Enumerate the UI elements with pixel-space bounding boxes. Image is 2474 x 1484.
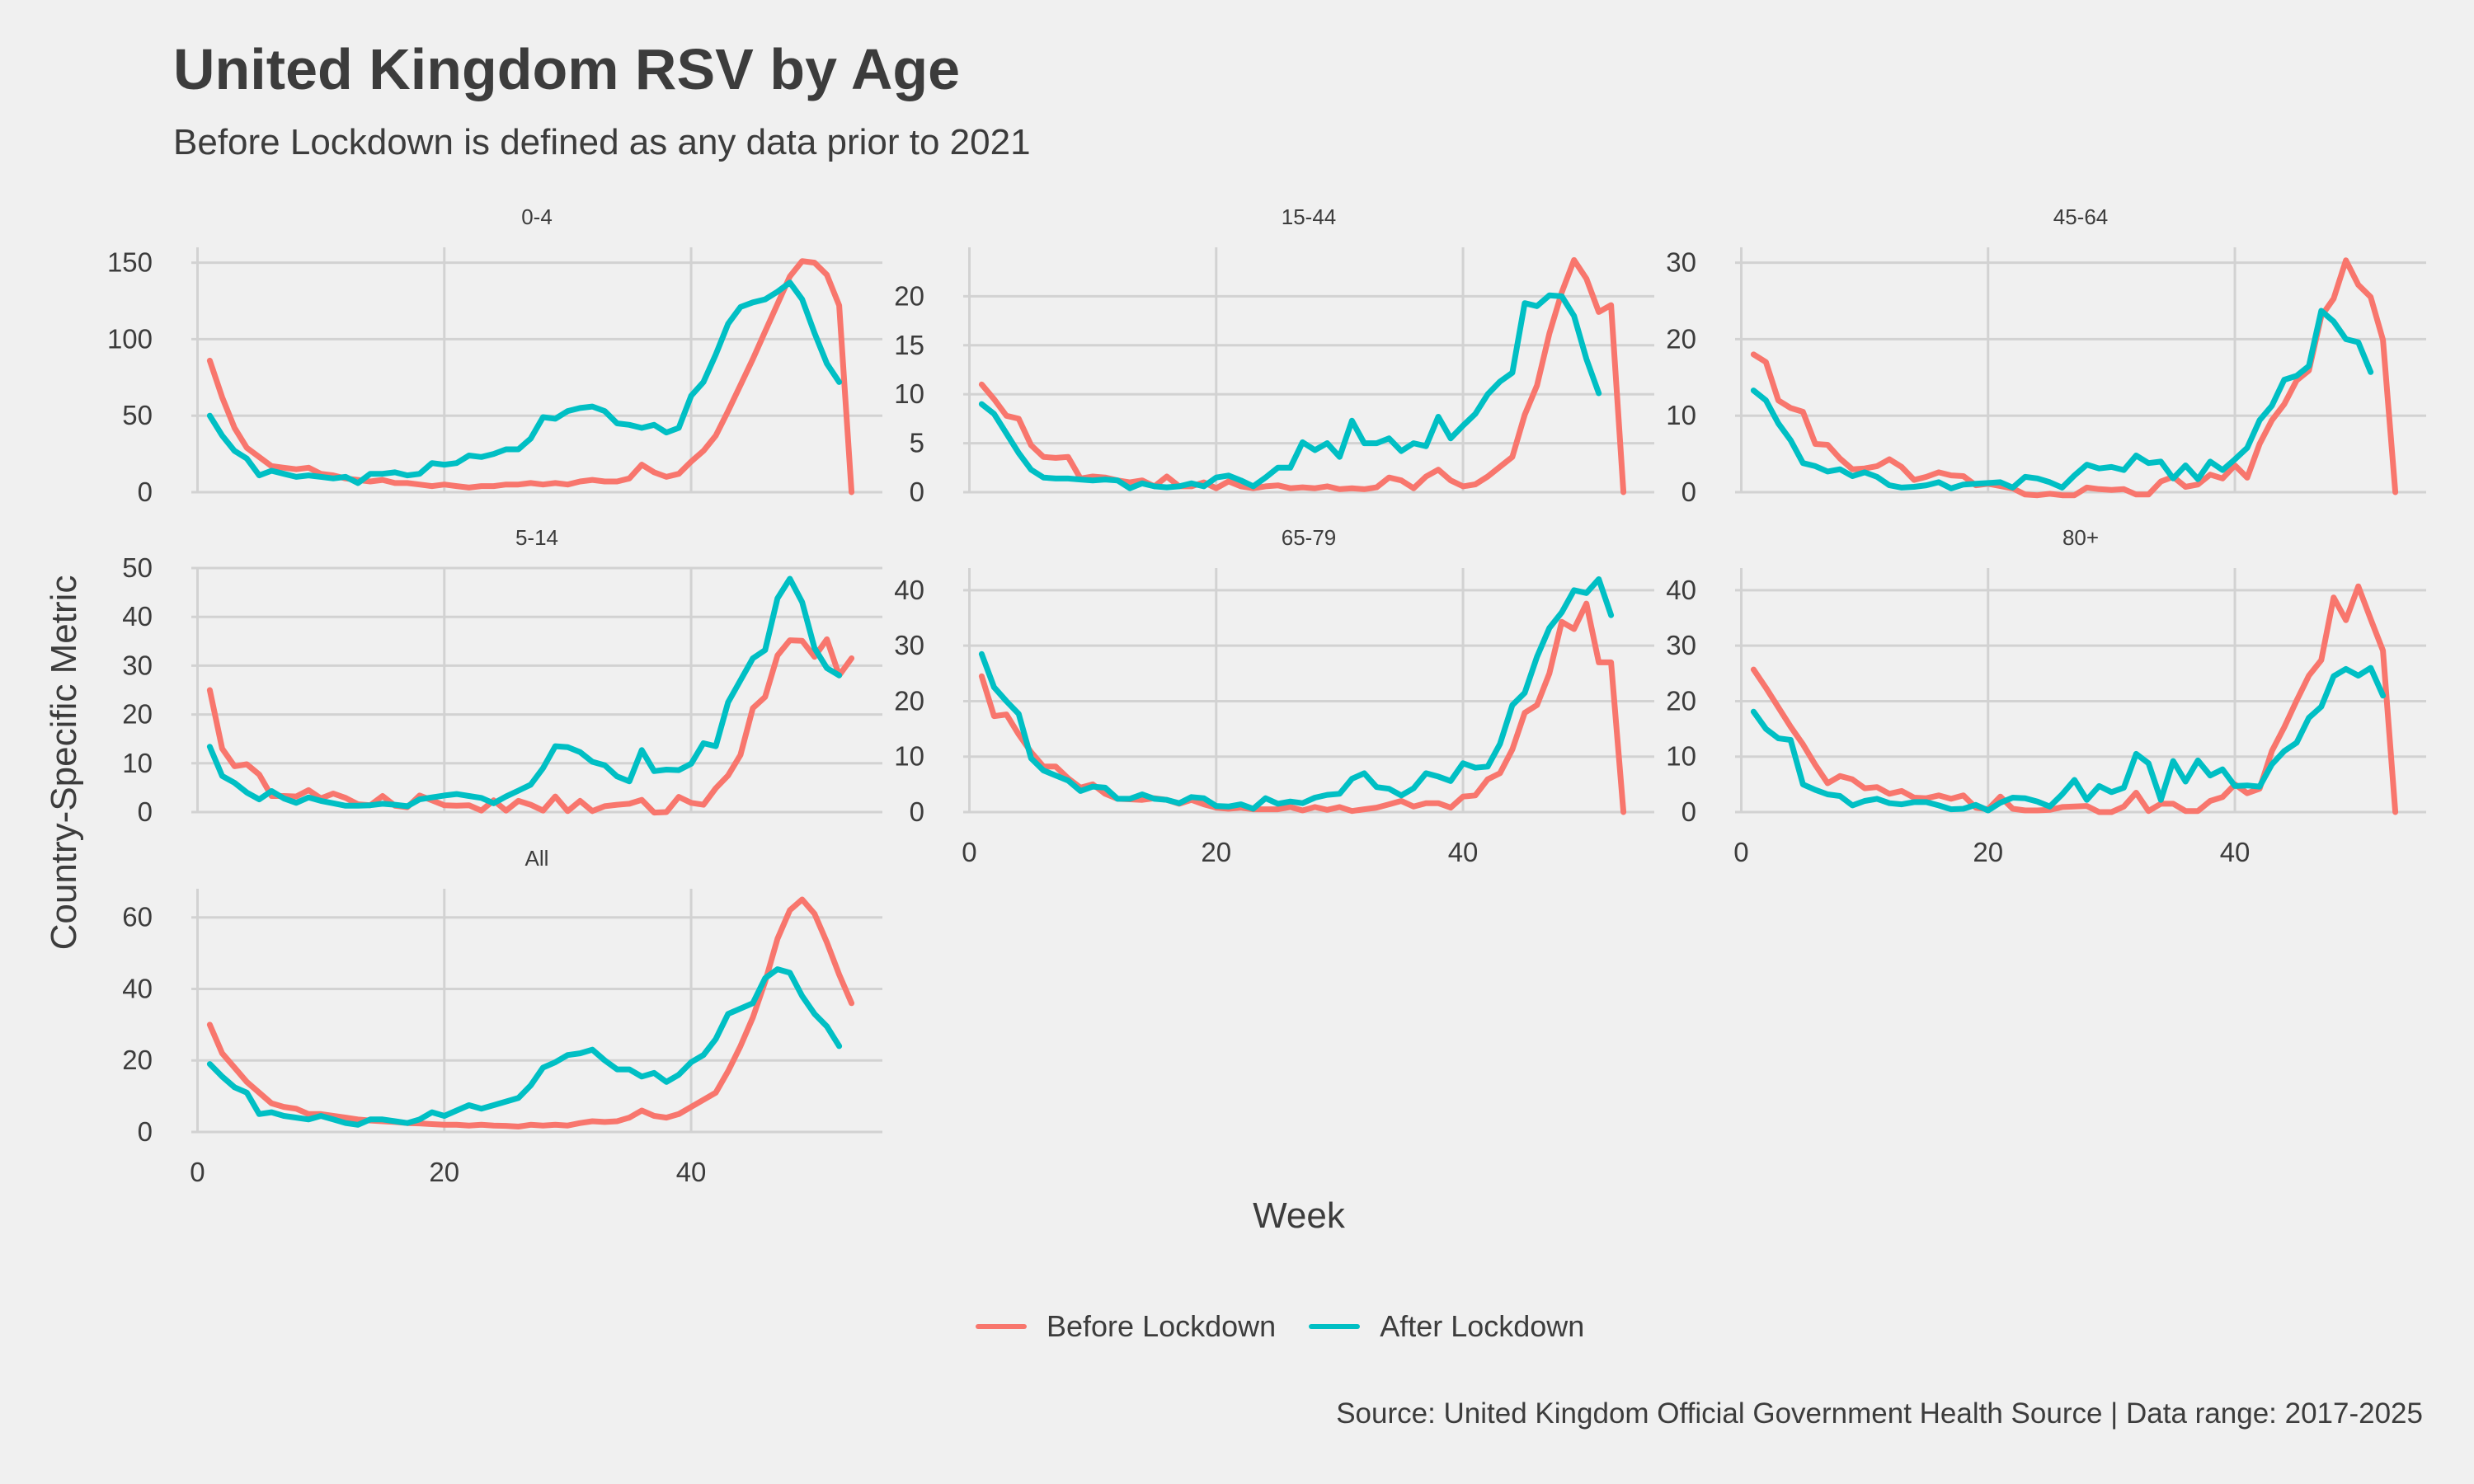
y-tick-label-65-79: 40 — [894, 575, 924, 605]
y-tick-label-0-4: 0 — [138, 477, 153, 507]
y-tick-label-65-79: 0 — [910, 796, 924, 827]
facet-panel-15-44: 0 5 10 15 20 15-44 — [894, 204, 1654, 507]
y-tick-label-5-14: 30 — [122, 650, 153, 680]
series-line-after-lockdown-15-44 — [978, 292, 1602, 491]
y-tick-label-65-79: 30 — [894, 630, 924, 660]
facet-panel-65-79: 0 10 20 30 40 65-79 0 20 40 — [894, 525, 1654, 867]
series-line-before-lockdown-0-4 — [206, 258, 855, 495]
x-tick-label-80: 40 — [2220, 837, 2251, 867]
series-line-after-lockdown-65-79 — [978, 576, 1615, 812]
legend: Before Lockdown After Lockdown — [976, 1309, 1617, 1344]
y-tick-label-80: 0 — [1681, 796, 1696, 827]
series-line-after-lockdown-all — [206, 966, 843, 1128]
x-tick-label-all: 40 — [676, 1157, 707, 1187]
facet-panel-0-4: 0 50 100 150 0-4 — [107, 204, 882, 507]
y-axis-label: Country-Specific Metric — [44, 575, 84, 951]
series-line-after-lockdown-0-4 — [206, 279, 843, 486]
series-line-before-lockdown-45-64 — [1750, 257, 2399, 499]
y-tick-label-0-4: 50 — [122, 400, 153, 430]
y-tick-label-5-14: 50 — [122, 552, 153, 583]
x-axis-label: Week — [1253, 1195, 1345, 1236]
facet-title-45-64: 45-64 — [2053, 204, 2109, 229]
series-line-after-lockdown-45-64 — [1750, 308, 2374, 491]
facet-title-5-14: 5-14 — [515, 525, 558, 550]
series-line-before-lockdown-all — [206, 896, 855, 1129]
y-tick-label-45-64: 10 — [1666, 400, 1696, 430]
y-tick-label-15-44: 0 — [910, 477, 924, 507]
facet-panel-5-14: 0 10 20 30 40 50 5-14 — [122, 525, 882, 827]
y-tick-label-5-14: 20 — [122, 699, 153, 730]
x-tick-label-all: 0 — [190, 1157, 205, 1187]
series-line-after-lockdown-80 — [1750, 665, 2387, 814]
x-tick-label-65-79: 0 — [962, 837, 976, 867]
chart-subtitle: Before Lockdown is defined as any data p… — [173, 122, 1031, 162]
y-tick-label-all: 40 — [122, 973, 153, 1003]
y-tick-label-0-4: 100 — [107, 323, 153, 354]
x-tick-label-65-79: 40 — [1448, 837, 1479, 867]
series-line-before-lockdown-5-14 — [206, 636, 855, 816]
x-tick-label-all: 20 — [429, 1157, 459, 1187]
y-tick-label-5-14: 40 — [122, 601, 153, 632]
y-tick-label-5-14: 10 — [122, 748, 153, 778]
y-tick-label-15-44: 20 — [894, 280, 924, 311]
y-tick-label-80: 40 — [1666, 575, 1696, 605]
facet-title-80: 80+ — [2062, 525, 2099, 550]
series-line-before-lockdown-80 — [1750, 583, 2399, 815]
legend-key-after-lockdown — [1309, 1324, 1361, 1329]
y-tick-label-15-44: 10 — [894, 378, 924, 409]
legend-item-before-lockdown: Before Lockdown — [976, 1309, 1276, 1344]
facet-panel-all: 0 20 40 60 All 0 20 40 — [122, 846, 882, 1187]
legend-label-after-lockdown: After Lockdown — [1380, 1309, 1585, 1343]
chart-caption: Source: United Kingdom Official Governme… — [1336, 1397, 2423, 1430]
y-tick-label-5-14: 0 — [138, 796, 153, 827]
y-tick-label-all: 0 — [138, 1116, 153, 1147]
y-tick-label-80: 10 — [1666, 741, 1696, 772]
y-tick-label-65-79: 10 — [894, 741, 924, 772]
facet-title-all: All — [525, 846, 549, 871]
facet-title-65-79: 65-79 — [1282, 525, 1337, 550]
y-tick-label-15-44: 5 — [910, 428, 924, 458]
facet-title-15-44: 15-44 — [1282, 204, 1337, 229]
y-tick-label-80: 20 — [1666, 685, 1696, 716]
x-tick-label-65-79: 20 — [1201, 837, 1231, 867]
legend-item-after-lockdown: After Lockdown — [1309, 1309, 1584, 1344]
chart-title: United Kingdom RSV by Age — [173, 37, 961, 101]
series-line-after-lockdown-5-14 — [206, 575, 843, 810]
facet-panel-80: 0 10 20 30 40 80+ 0 20 40 — [1666, 525, 2426, 867]
y-tick-label-15-44: 15 — [894, 330, 924, 360]
series-line-before-lockdown-15-44 — [978, 256, 1627, 495]
x-tick-label-80: 0 — [1733, 837, 1748, 867]
y-tick-label-all: 20 — [122, 1045, 153, 1075]
y-tick-label-65-79: 20 — [894, 685, 924, 716]
series-line-before-lockdown-65-79 — [978, 600, 1627, 815]
x-tick-label-80: 20 — [1973, 837, 2003, 867]
y-tick-label-0-4: 150 — [107, 247, 153, 278]
y-tick-label-80: 30 — [1666, 630, 1696, 660]
facet-title-0-4: 0-4 — [521, 204, 553, 229]
y-tick-label-all: 60 — [122, 902, 153, 932]
y-tick-label-45-64: 30 — [1666, 247, 1696, 278]
y-tick-label-45-64: 20 — [1666, 323, 1696, 354]
legend-key-before-lockdown — [976, 1324, 1027, 1329]
facet-panel-45-64: 0 10 20 30 45-64 — [1666, 204, 2426, 507]
y-tick-label-45-64: 0 — [1681, 477, 1696, 507]
legend-label-before-lockdown: Before Lockdown — [1047, 1309, 1277, 1343]
